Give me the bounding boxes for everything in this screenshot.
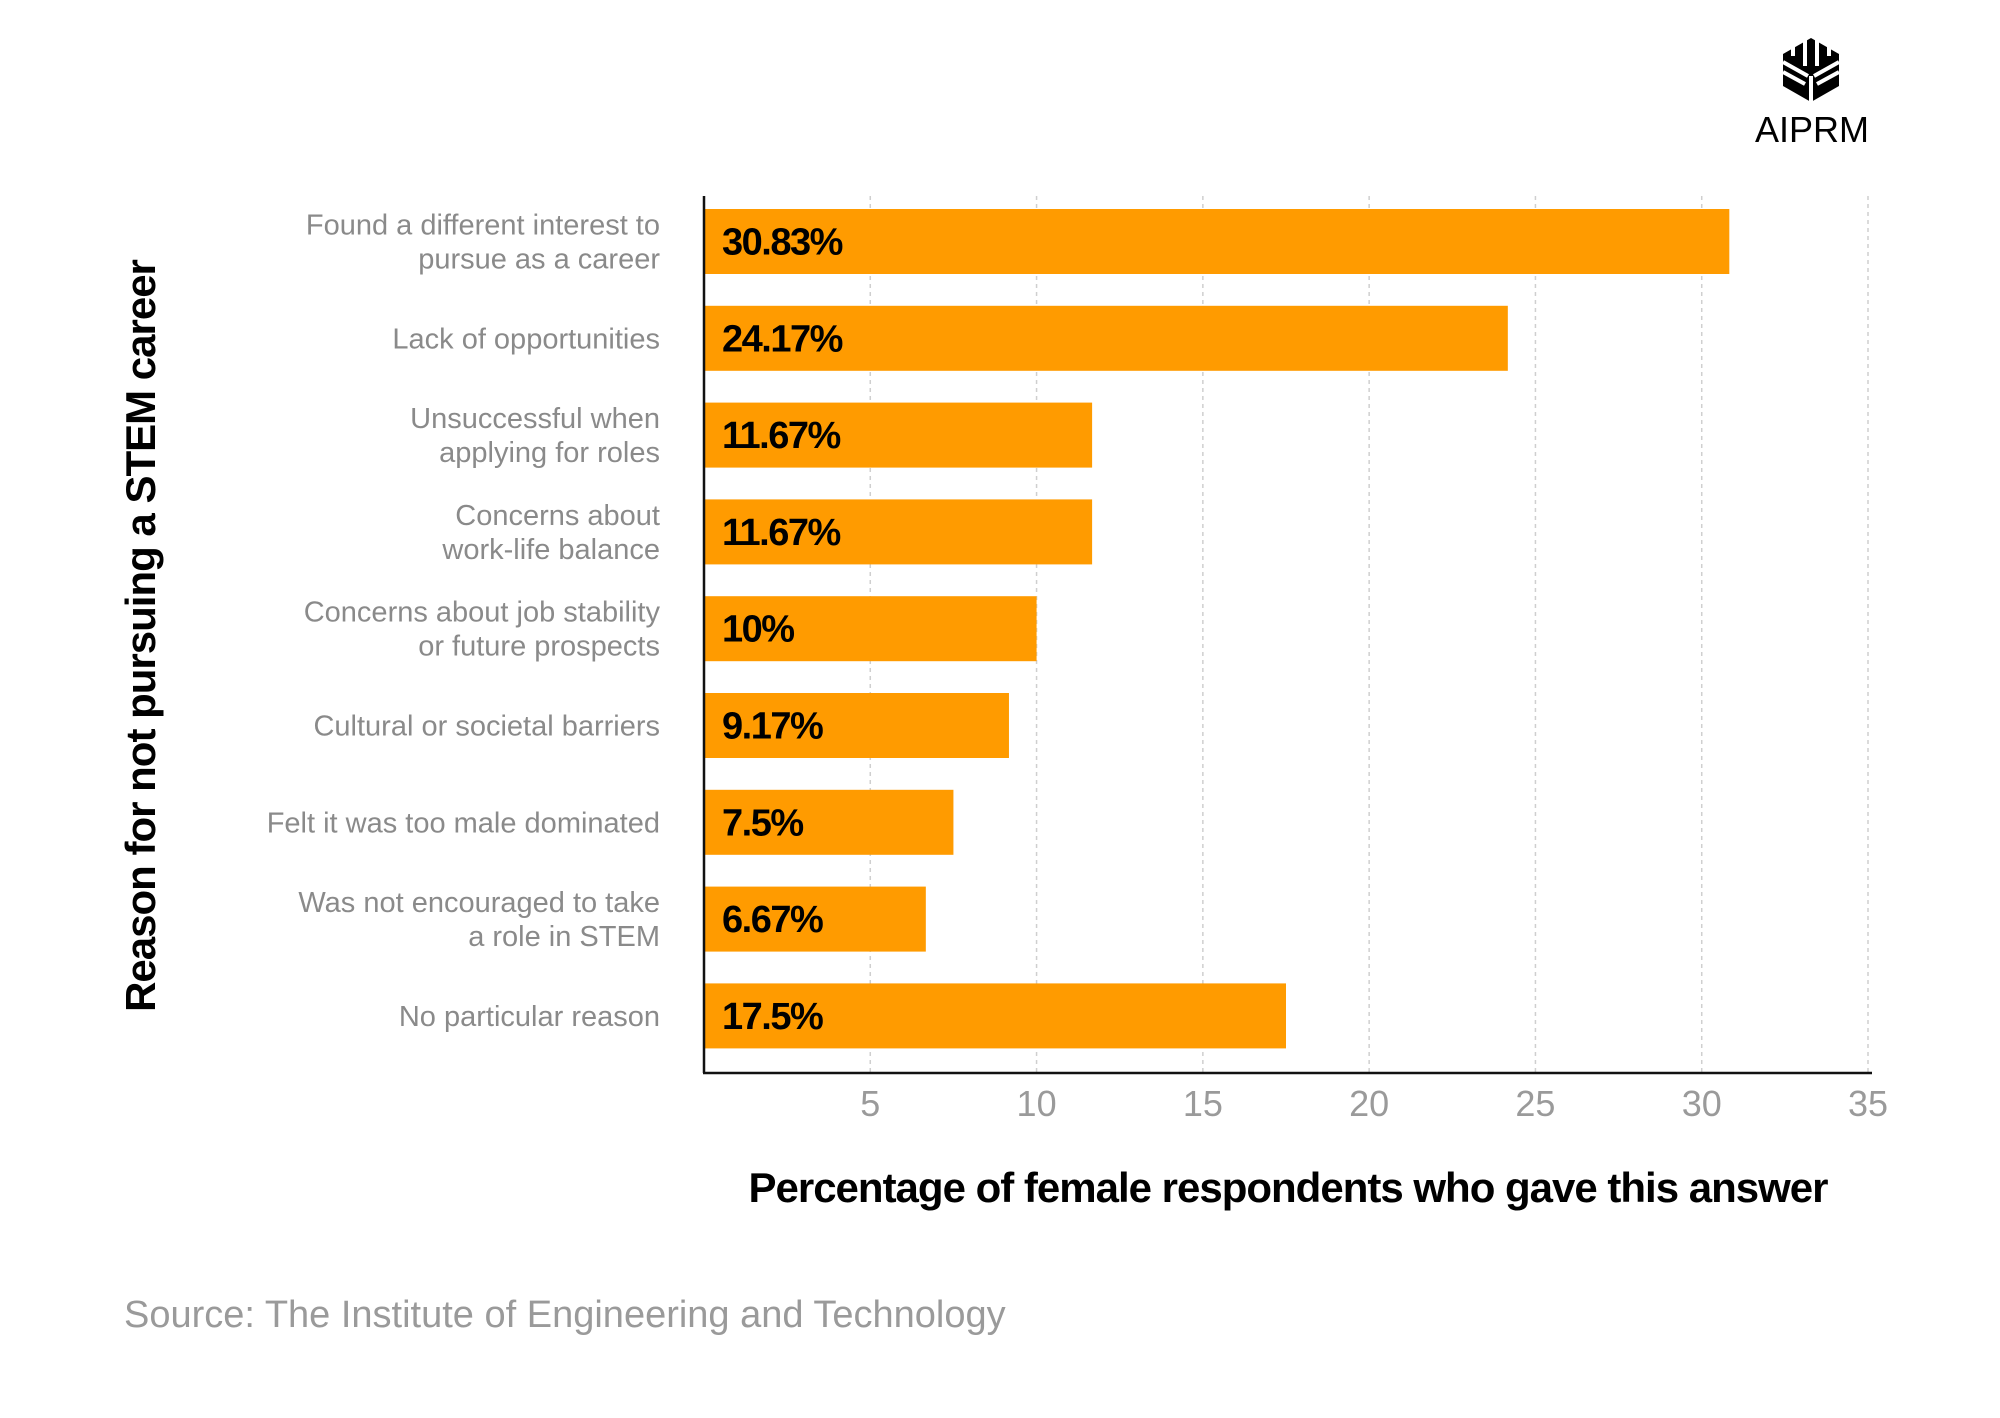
category-label: a role in STEM: [468, 921, 660, 953]
x-tick-label: 35: [1848, 1083, 1888, 1124]
category-label: Felt it was too male dominated: [267, 807, 660, 839]
x-tick-label: 25: [1515, 1083, 1555, 1124]
category-label: or future prospects: [418, 631, 660, 663]
bar-value-label: 11.67%: [722, 415, 840, 457]
bar-value-label: 30.83%: [722, 222, 843, 264]
category-label: Cultural or societal barriers: [313, 711, 660, 743]
bar: [704, 499, 1093, 565]
bar-value-label: 9.17%: [722, 706, 823, 748]
bar: [704, 983, 1286, 1049]
category-label: Lack of opportunities: [392, 323, 660, 355]
category-label: Concerns about: [455, 500, 660, 532]
source-note: Source: The Institute of Engineering and…: [124, 1294, 1006, 1336]
category-label: Was not encouraged to take: [298, 887, 660, 919]
x-tick-labels: 5 10 15 20 25 30 35: [860, 1083, 1888, 1124]
x-axis-title: Percentage of female respondents who gav…: [748, 1164, 1828, 1211]
bar-value-label: 7.5%: [722, 802, 803, 844]
category-label: No particular reason: [399, 1001, 660, 1033]
y-axis-title: Reason for not pursuing a STEM career: [117, 259, 164, 1011]
bar: [704, 596, 1037, 662]
bar: [704, 886, 926, 952]
bar-value-label: 24.17%: [722, 318, 843, 360]
category-label: Found a different interest to: [306, 210, 660, 242]
bar: [704, 789, 954, 855]
bar: [704, 209, 1730, 274]
bar: [704, 693, 1009, 758]
x-tick-label: 15: [1183, 1083, 1223, 1124]
bar: [704, 402, 1093, 468]
category-label: pursue as a career: [418, 244, 660, 276]
x-tick-label: 30: [1682, 1083, 1722, 1124]
x-tick-label: 10: [1017, 1083, 1057, 1124]
bar-value-label: 11.67%: [722, 512, 840, 554]
category-label: work-life balance: [441, 534, 660, 566]
bars: 30.83% 24.17% 11.67% 11.67% 10% 9.17% 7.5% 6.67…: [704, 209, 1730, 1049]
category-label: Concerns about job stability: [304, 597, 661, 629]
bar-value-label: 6.67%: [722, 899, 823, 941]
category-label: applying for roles: [439, 437, 660, 469]
x-tick-label: 20: [1349, 1083, 1389, 1124]
bar-value-label: 17.5%: [722, 996, 823, 1038]
x-tick-label: 5: [860, 1083, 880, 1124]
brand-name: AIPRM: [1755, 109, 1869, 150]
aiprm-cube-logo-icon: [1782, 38, 1840, 102]
category-label: Unsuccessful when: [410, 403, 660, 435]
bar: [704, 305, 1508, 371]
bar-value-label: 10%: [722, 609, 794, 651]
